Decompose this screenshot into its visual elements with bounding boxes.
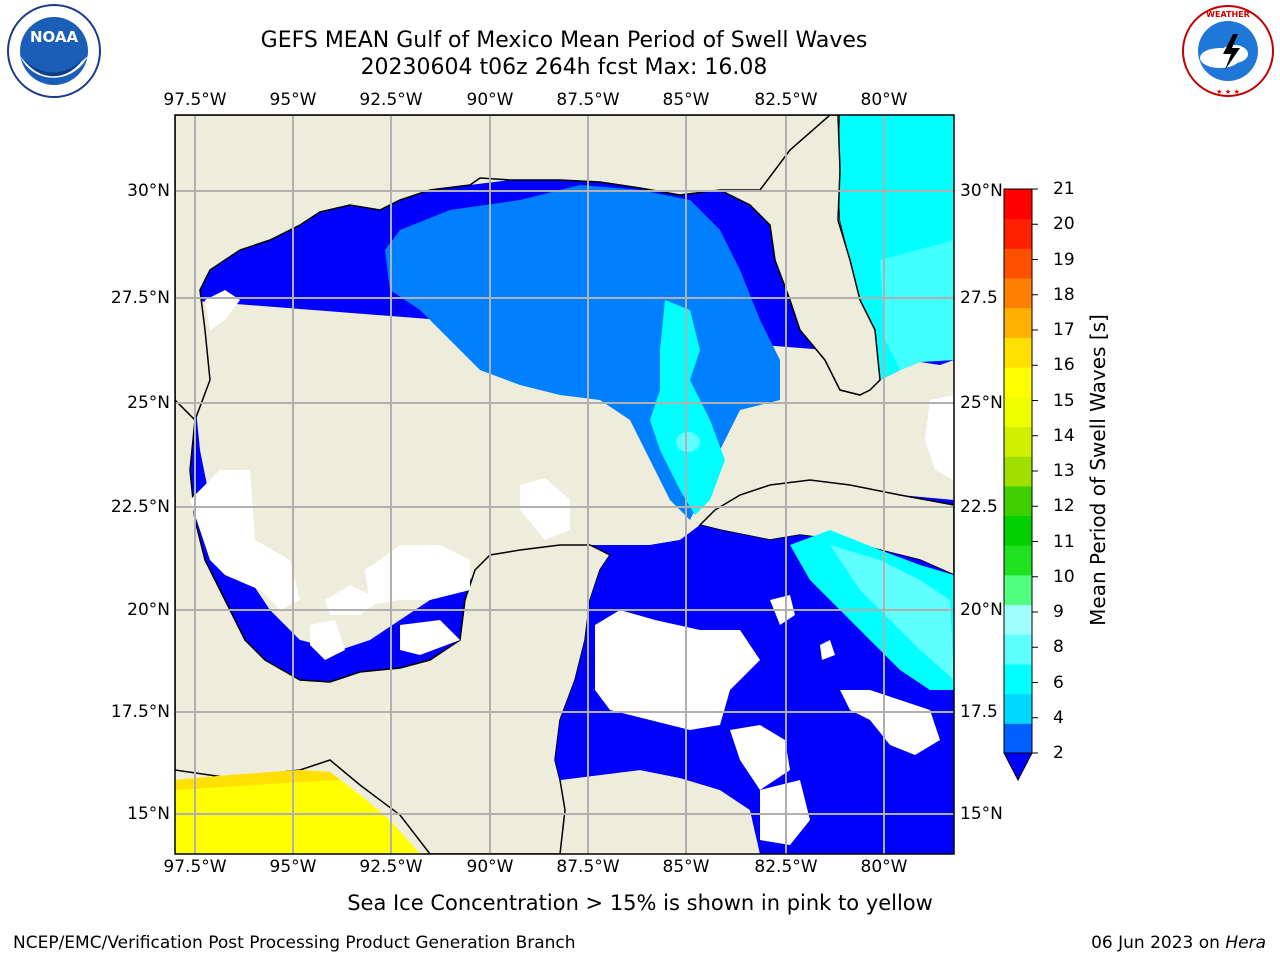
- svg-text:NOAA: NOAA: [30, 28, 79, 46]
- colorbar-tick-label: 2: [1053, 743, 1064, 763]
- colorbar-tick-label: 11: [1053, 531, 1075, 552]
- lon-label-bottom: 82.5°W: [754, 857, 818, 877]
- colorbar-segment: [1004, 485, 1032, 517]
- colorbar-segment: [1004, 307, 1032, 338]
- lat-label-right: 15°N: [960, 804, 1003, 824]
- colorbar-segment: [1004, 248, 1032, 279]
- colorbar-tick-label: 18: [1053, 284, 1075, 305]
- lon-label-bottom: 92.5°W: [359, 857, 423, 877]
- colorbar-segment: [1004, 723, 1032, 754]
- lon-label-top: 80°W: [860, 90, 908, 110]
- colorbar-tick-label: 6: [1053, 672, 1064, 693]
- colorbar-tick-label: 19: [1053, 249, 1075, 270]
- colorbar-segment: [1004, 574, 1032, 606]
- lat-label-right: 20°N: [960, 600, 1003, 620]
- colorbar-segment: [1004, 396, 1032, 427]
- lat-label-left: 15°N: [127, 804, 170, 824]
- colorbar-segment: [1004, 218, 1032, 249]
- lat-label-right: 17.5: [960, 702, 998, 722]
- lat-label-left: 22.5°N: [110, 497, 170, 517]
- colorbar-segment: [1004, 189, 1032, 220]
- atlantic-ocean-light: [880, 240, 954, 370]
- colorbar-tick-label: 20: [1053, 214, 1075, 235]
- lon-label-top: 95°W: [269, 90, 317, 110]
- colorbar-segment: [1004, 663, 1032, 695]
- colorbar: [1003, 188, 1038, 782]
- colorbar-segment: [1004, 693, 1032, 724]
- cuba-land: [698, 479, 954, 576]
- colorbar-segment: [1004, 545, 1032, 576]
- colorbar-extend-triangle: [1003, 752, 1033, 782]
- lon-label-bottom: 90°W: [466, 857, 514, 877]
- colorbar-segment: [1004, 367, 1032, 398]
- lon-label-top: 87.5°W: [556, 90, 620, 110]
- lat-label-left: 25°N: [127, 393, 170, 413]
- gridlines: [175, 115, 954, 854]
- footer-date: 06 Jun 2023 on Hera: [1091, 933, 1266, 953]
- colorbar-tick-label: 10: [1053, 566, 1075, 587]
- nws-logo: WEATHER ★ ★ ★: [1182, 5, 1274, 97]
- lon-label-bottom: 80°W: [860, 857, 908, 877]
- colorbar-segment: [1004, 515, 1032, 546]
- lat-label-right: 27.5: [960, 288, 998, 308]
- lon-label-top: 92.5°W: [359, 90, 423, 110]
- sea-ice-area: [175, 770, 420, 854]
- lat-label-right: 22.5: [960, 497, 998, 517]
- colorbar-tick-label: 13: [1053, 461, 1075, 481]
- colorbar-segment: [1004, 278, 1032, 309]
- lon-label-bottom: 97.5°W: [163, 857, 227, 877]
- colorbar-label-text: Mean Period of Swell Waves [s]: [1086, 314, 1110, 626]
- colorbar-segment: [1004, 337, 1032, 368]
- svg-text:★ ★ ★: ★ ★ ★: [1216, 88, 1240, 96]
- lon-label-top: 82.5°W: [754, 90, 818, 110]
- colorbar-segment: [1004, 456, 1032, 487]
- lat-label-right: 30°N: [960, 181, 1003, 201]
- lon-label-top: 97.5°W: [163, 90, 227, 110]
- title-line-1: GEFS MEAN Gulf of Mexico Mean Period of …: [260, 28, 868, 53]
- colorbar-tick-label: 4: [1053, 707, 1064, 728]
- colorbar-tick-label: 15: [1053, 390, 1075, 411]
- footer-host: Hera: [1225, 933, 1266, 953]
- mexico-land: [175, 398, 612, 854]
- lat-label-left: 17.5°N: [110, 702, 170, 722]
- colorbar-tick-label: 9: [1053, 602, 1064, 622]
- sea-ice-note: Sea Ice Concentration > 15% is shown in …: [347, 891, 933, 915]
- sea-ice-edge: [175, 770, 340, 790]
- noaa-logo: NOAA: [7, 4, 101, 98]
- colorbar-tick-label: 12: [1053, 496, 1075, 517]
- caribbean-light: [830, 545, 954, 680]
- title-line-2: 20230604 t06z 264h fcst Max: 16.08: [360, 55, 768, 80]
- colorbar-segment: [1004, 426, 1032, 457]
- lon-label-top: 90°W: [466, 90, 514, 110]
- gulf-plume-core: [650, 300, 725, 515]
- map-frame: [174, 114, 955, 855]
- footer-credit: NCEP/EMC/Verification Post Processing Pr…: [13, 933, 576, 953]
- lat-label-left: 30°N: [127, 181, 170, 201]
- svg-text:WEATHER: WEATHER: [1206, 10, 1250, 19]
- colorbar-label: Mean Period of Swell Waves [s]: [1086, 314, 1110, 626]
- colorbar-tick-label: 16: [1053, 355, 1075, 376]
- footer-date-text: 06 Jun 2023 on: [1091, 933, 1226, 953]
- lat-label-left: 27.5°N: [110, 288, 170, 308]
- lon-label-bottom: 85°W: [662, 857, 710, 877]
- lon-label-top: 85°W: [662, 90, 710, 110]
- lon-label-bottom: 95°W: [269, 857, 317, 877]
- colorbar-segment: [1004, 634, 1032, 665]
- colorbar-segment: [1004, 604, 1032, 635]
- colorbar-tick-label: 21: [1053, 179, 1075, 199]
- colorbar-tick-label: 17: [1053, 320, 1075, 340]
- lon-label-bottom: 87.5°W: [556, 857, 620, 877]
- lat-label-right: 25°N: [960, 393, 1003, 413]
- colorbar-tick-label: 14: [1053, 425, 1075, 446]
- lat-label-left: 20°N: [127, 600, 170, 620]
- colorbar-tick-label: 8: [1053, 637, 1064, 658]
